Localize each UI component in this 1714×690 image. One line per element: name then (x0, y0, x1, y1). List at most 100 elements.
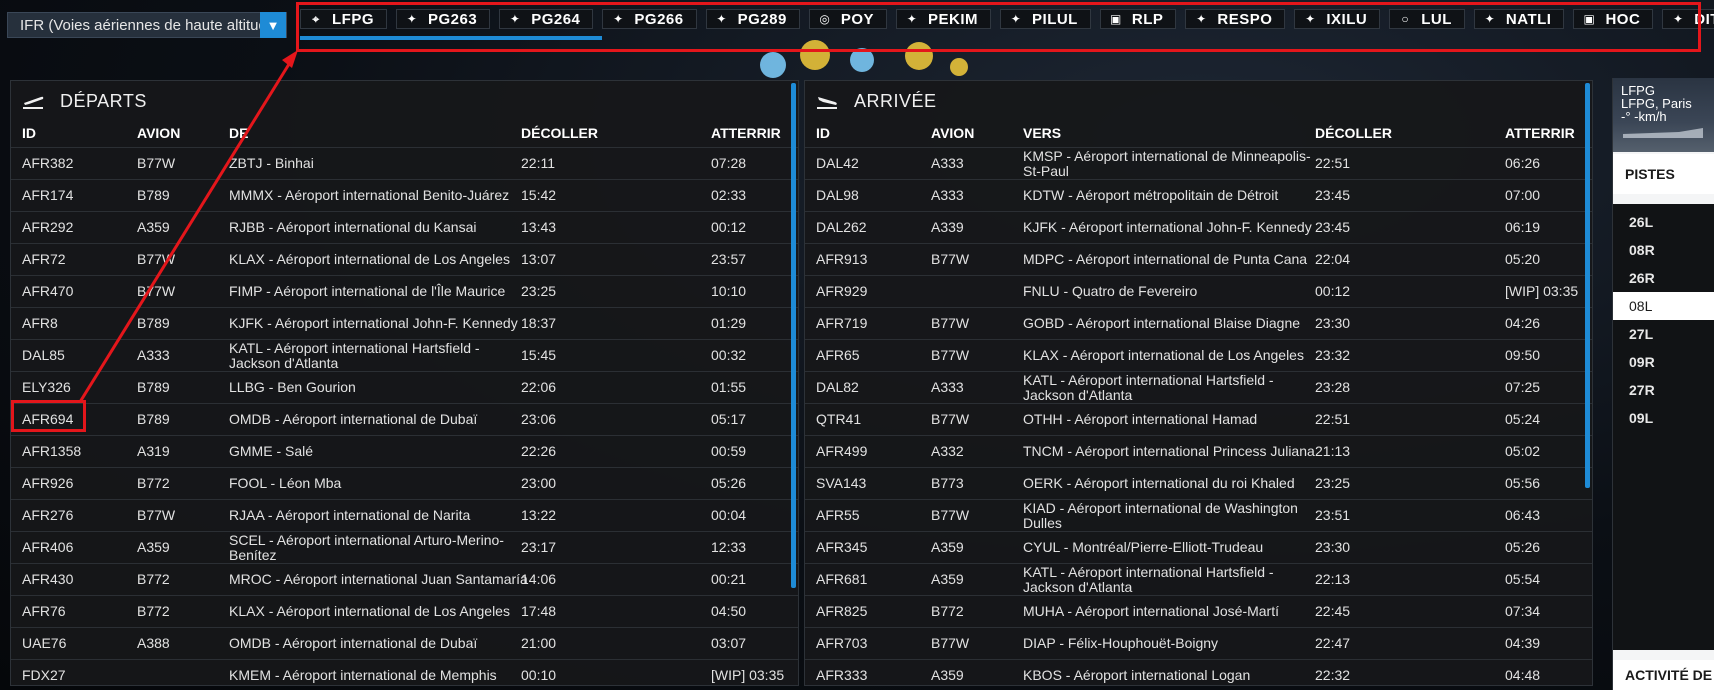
takeoff-time: 23:45 (1315, 187, 1351, 203)
airport: ZBTJ - Binhai (229, 155, 314, 171)
waypoint-pg263[interactable]: ✦ PG263 (396, 9, 491, 29)
table-row[interactable]: SVA143 B773 OERK - Aéroport international … (805, 467, 1592, 499)
table-row[interactable]: AFR703 B77W DIAP - Félix-Houphouët-Boigny 2… (805, 627, 1592, 659)
table-row[interactable]: AFR65 B77W KLAX - Aéroport international d… (805, 339, 1592, 371)
runway-08r[interactable]: 08R (1629, 242, 1655, 258)
departures-scrollbar[interactable] (791, 83, 796, 588)
table-row[interactable]: AFR382 B77W ZBTJ - Binhai 22:11 07:28 (11, 147, 798, 179)
landing-time: 07:25 (1505, 379, 1541, 395)
chevron-down-icon[interactable]: ▼ (260, 12, 286, 38)
column-plane[interactable]: AVION (137, 125, 181, 141)
table-row[interactable]: DAL262 A339 KJFK - Aéroport international … (805, 211, 1592, 243)
table-row[interactable]: FDX27 KMEM - Aéroport international de Me… (11, 659, 798, 685)
table-row[interactable]: AFR333 A359 KBOS - Aéroport international … (805, 659, 1592, 685)
takeoff-time: 22:13 (1315, 571, 1351, 587)
takeoff-time: 00:12 (1315, 283, 1351, 299)
flight-id: AFR65 (816, 347, 860, 363)
airport: KDTW - Aéroport métropolitain de Détroit (1023, 187, 1279, 203)
table-row[interactable]: AFR8 B789 KJFK - Aéroport international Jo… (11, 307, 798, 339)
waypoint-label: PG289 (737, 10, 787, 28)
table-row[interactable]: AFR681 A359 KATL - Aéroport international … (805, 563, 1592, 595)
landing-time: 12:33 (711, 539, 747, 555)
airport: RJAA - Aéroport international de Narita (229, 507, 471, 523)
waypoint-ixilu[interactable]: ✦ IXILU (1294, 9, 1381, 29)
runway-26r[interactable]: 26R (1629, 270, 1655, 286)
column-id[interactable]: ID (816, 125, 830, 141)
table-row[interactable]: UAE76 A388 OMDB - Aéroport international d… (11, 627, 798, 659)
takeoff-time: 13:07 (521, 251, 557, 267)
waypoint-pilul[interactable]: ✦ PILUL (1000, 9, 1091, 29)
runway-09r[interactable]: 09R (1629, 354, 1655, 370)
table-row[interactable]: AFR276 B77W RJAA - Aéroport international … (11, 499, 798, 531)
column-landing[interactable]: ATTERRIR (1505, 125, 1575, 141)
runway-27l[interactable]: 27L (1629, 326, 1654, 342)
table-row[interactable]: AFR55 B77W KIAD - Aéroport international d… (805, 499, 1592, 531)
waypoint-lfpg[interactable]: ⌖ LFPG (300, 9, 387, 29)
column-plane[interactable]: AVION (931, 125, 975, 141)
aircraft-type: B77W (931, 411, 970, 427)
table-row[interactable]: AFR929 FNLU - Quatro de Fevereiro 00:12 [WI… (805, 275, 1592, 307)
landing-time: 02:33 (711, 187, 747, 203)
table-row[interactable]: DAL85 A333 KATL - Aéroport international H… (11, 339, 798, 371)
runway-27r[interactable]: 27R (1629, 382, 1655, 398)
landing-time: [WIP] 03:35 (1505, 283, 1579, 299)
waypoint-scroll-indicator[interactable] (300, 36, 602, 40)
table-row[interactable]: AFR76 B772 KLAX - Aéroport international d… (11, 595, 798, 627)
table-row[interactable]: AFR174 B789 MMMX - Aéroport international … (11, 179, 798, 211)
waypoint-pekim[interactable]: ✦ PEKIM (896, 9, 992, 29)
waypoint-poy[interactable]: ◎ POY (808, 9, 887, 29)
table-row[interactable]: AFR430 B772 MROC - Aéroport international … (11, 563, 798, 595)
column-destination[interactable]: VERS (1023, 125, 1062, 141)
flight-id: UAE76 (22, 635, 67, 651)
vor-icon: ◎ (819, 12, 831, 26)
airport-wind: -° -km/h (1621, 109, 1667, 124)
column-id[interactable]: ID (22, 125, 36, 141)
runway-26l[interactable]: 26L (1629, 214, 1654, 230)
table-row[interactable]: AFR1358 A319 GMME - Salé 22:26 00:59 (11, 435, 798, 467)
table-row[interactable]: AFR72 B77W KLAX - Aéroport international d… (11, 243, 798, 275)
arrivals-scrollbar[interactable] (1585, 83, 1590, 488)
table-row[interactable]: ELY326 B789 LLBG - Ben Gourion 22:06 01:55 (11, 371, 798, 403)
waypoint-natli[interactable]: ✦ NATLI (1473, 9, 1565, 29)
table-row[interactable]: DAL98 A333 KDTW - Aéroport métropolitain d… (805, 179, 1592, 211)
column-landing[interactable]: ATTERRIR (711, 125, 781, 141)
aircraft-type: B77W (931, 315, 970, 331)
table-row[interactable]: AFR719 B77W GOBD - Aéroport international … (805, 307, 1592, 339)
table-row[interactable]: AFR926 B772 FOOL - Léon Mba 23:00 05:26 (11, 467, 798, 499)
waypoint-lul[interactable]: ○ LUL (1389, 9, 1465, 29)
waypoint-respo[interactable]: ✦ RESPO (1185, 9, 1286, 29)
column-takeoff[interactable]: DÉCOLLER (521, 125, 598, 141)
landing-time: 07:34 (1505, 603, 1541, 619)
table-row[interactable]: DAL42 A333 KMSP - Aéroport international d… (805, 147, 1592, 179)
column-origin[interactable]: DE (229, 125, 249, 141)
landing-time: 23:57 (711, 251, 747, 267)
table-row[interactable]: AFR913 B77W MDPC - Aéroport international … (805, 243, 1592, 275)
landing-time: 05:24 (1505, 411, 1541, 427)
airport: MROC - Aéroport international Juan Santa… (229, 571, 528, 587)
waypoint-hoc[interactable]: ▣ HOC (1573, 9, 1654, 29)
map-marker (800, 40, 830, 70)
table-row[interactable]: AFR499 A332 TNCM - Aéroport international … (805, 435, 1592, 467)
table-row[interactable]: AFR470 B77W FIMP - Aéroport international … (11, 275, 798, 307)
table-row[interactable]: AFR406 A359 SCEL - Aéroport international … (11, 531, 798, 563)
table-row[interactable]: AFR825 B772 MUHA - Aéroport international … (805, 595, 1592, 627)
departures-header: DÉPARTS (11, 81, 798, 121)
landing-time: [WIP] 03:35 (711, 667, 785, 683)
runway-08l[interactable]: 08L (1613, 292, 1714, 320)
flight-id: AFR825 (816, 603, 868, 619)
waypoint-rlp[interactable]: ▣ RLP (1099, 9, 1177, 29)
runway-09l[interactable]: 09L (1629, 410, 1654, 426)
route-type-select[interactable]: IFR (Voies aériennes de haute altitud ▼ (7, 12, 287, 38)
table-row[interactable]: AFR694 B789 OMDB - Aéroport international … (11, 403, 798, 435)
table-row[interactable]: DAL82 A333 KATL - Aéroport international H… (805, 371, 1592, 403)
waypoint-pg266[interactable]: ✦ PG266 (602, 9, 697, 29)
waypoint-pg264[interactable]: ✦ PG264 (499, 9, 594, 29)
flight-id: DAL98 (816, 187, 859, 203)
airport: GMME - Salé (229, 443, 314, 459)
column-takeoff[interactable]: DÉCOLLER (1315, 125, 1392, 141)
waypoint-pg289[interactable]: ✦ PG289 (705, 9, 800, 29)
table-row[interactable]: QTR41 B77W OTHH - Aéroport international H… (805, 403, 1592, 435)
table-row[interactable]: AFR292 A359 RJBB - Aéroport international … (11, 211, 798, 243)
table-row[interactable]: AFR345 A359 CYUL - Montréal/Pierre-Elliott… (805, 531, 1592, 563)
waypoint-diton[interactable]: ✦ DITON (1662, 9, 1714, 29)
